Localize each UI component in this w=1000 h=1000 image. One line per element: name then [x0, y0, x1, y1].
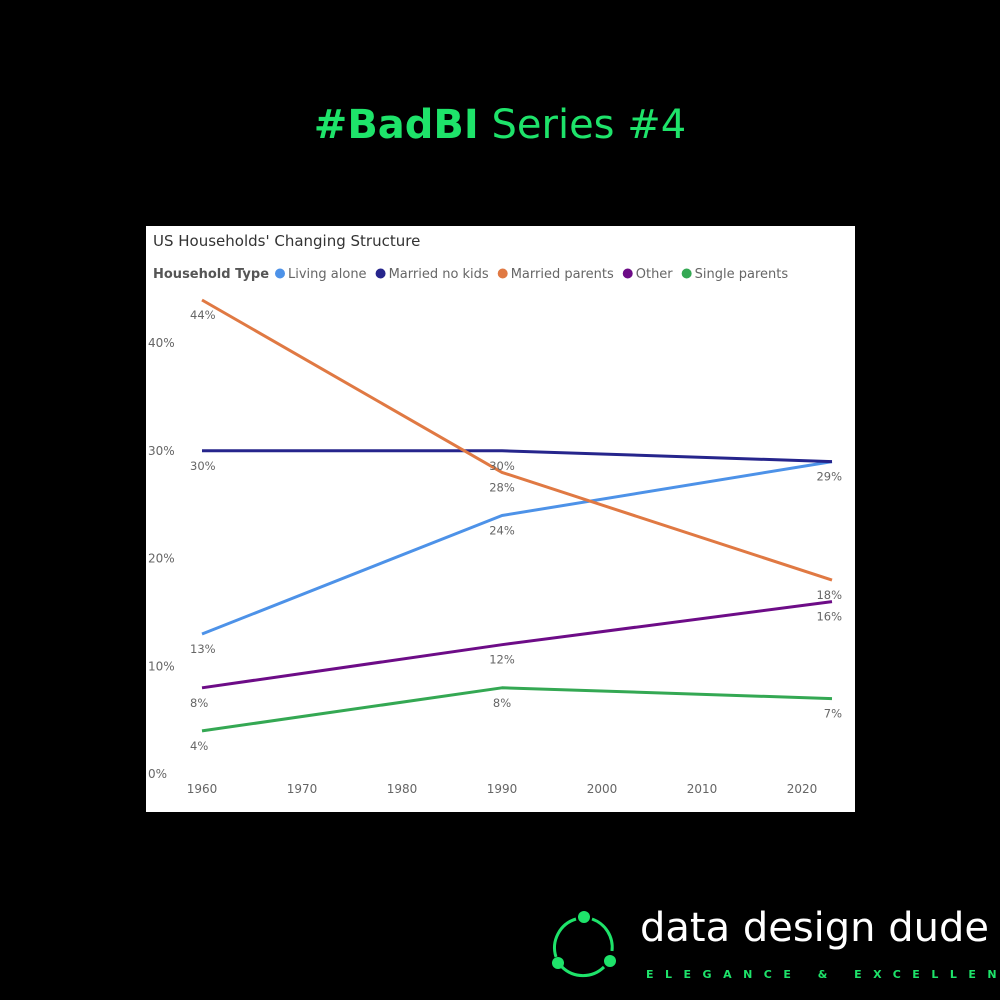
data-label: 18%	[816, 588, 842, 602]
y-tick-label: 30%	[148, 444, 175, 458]
series-line-single-parents[interactable]	[201, 686, 833, 733]
data-label: 24%	[489, 523, 515, 537]
y-tick-label: 40%	[148, 336, 175, 350]
data-label: 16%	[816, 610, 842, 624]
data-label: 8%	[493, 696, 511, 710]
series-line-married-parents[interactable]	[201, 298, 833, 582]
legend-entry-0[interactable]: Living alone	[288, 267, 367, 282]
data-label: 7%	[824, 707, 842, 721]
headline-rest: Series #4	[478, 102, 687, 148]
x-tick-label: 2020	[787, 782, 818, 796]
legend: Household Type Living alone Married no ki…	[153, 267, 788, 282]
legend-entry-4[interactable]: Single parents	[695, 267, 789, 282]
chart-card: US Households' Changing Structure Househ…	[146, 226, 855, 812]
series-line-living-alone[interactable]	[201, 460, 833, 636]
x-tick-label: 1960	[187, 782, 218, 796]
y-tick-label: 10%	[148, 659, 175, 673]
data-label: 13%	[190, 642, 216, 656]
headline-bold: #BadBI	[313, 102, 479, 148]
legend-entry-3[interactable]: Other	[636, 267, 674, 282]
data-label: 44%	[190, 308, 216, 322]
headline: #BadBI Series #4	[0, 102, 1000, 148]
brand-name: data design dude	[640, 905, 989, 951]
x-axis: 1960 1970 1980 1990 2000 2010 2020	[187, 782, 818, 796]
brand-logo: data design dude ELEGANCE & EXCELLENCE	[548, 905, 1000, 985]
legend-marker-0	[275, 268, 285, 279]
line-chart: US Households' Changing Structure Househ…	[148, 232, 842, 796]
series-line-married-no-kids[interactable]	[202, 449, 833, 464]
series-line-other[interactable]	[201, 600, 833, 690]
data-label: 28%	[489, 480, 515, 494]
x-tick-label: 2010	[687, 782, 718, 796]
series-lines	[201, 298, 833, 733]
data-label: 30%	[489, 459, 515, 473]
y-tick-label: 0%	[148, 767, 167, 781]
network-circle-icon	[552, 911, 616, 978]
x-tick-label: 1980	[387, 782, 418, 796]
data-label: 30%	[190, 459, 216, 473]
y-axis: 0% 10% 20% 30% 40%	[148, 336, 175, 781]
data-label: 8%	[190, 696, 208, 710]
data-label: 12%	[489, 653, 515, 667]
data-label: 29%	[816, 470, 842, 484]
data-label: 4%	[190, 739, 208, 753]
data-labels: 13% 24% 30% 30% 29% 44% 28% 18% 8% 12% 16% 4% 8% 7%	[190, 308, 842, 753]
x-tick-label: 1970	[287, 782, 318, 796]
legend-entry-2[interactable]: Married parents	[511, 267, 614, 282]
x-tick-label: 2000	[587, 782, 618, 796]
brand-tagline: ELEGANCE & EXCELLENCE	[646, 968, 1000, 981]
x-tick-label: 1990	[487, 782, 518, 796]
legend-marker-3	[622, 268, 633, 279]
legend-entry-1[interactable]: Married no kids	[389, 267, 489, 282]
y-tick-label: 20%	[148, 552, 175, 566]
legend-marker-2	[497, 268, 508, 279]
legend-marker-1	[375, 268, 386, 279]
chart-title: US Households' Changing Structure	[153, 232, 420, 250]
legend-marker-4	[681, 268, 692, 279]
legend-title: Household Type	[153, 267, 269, 282]
